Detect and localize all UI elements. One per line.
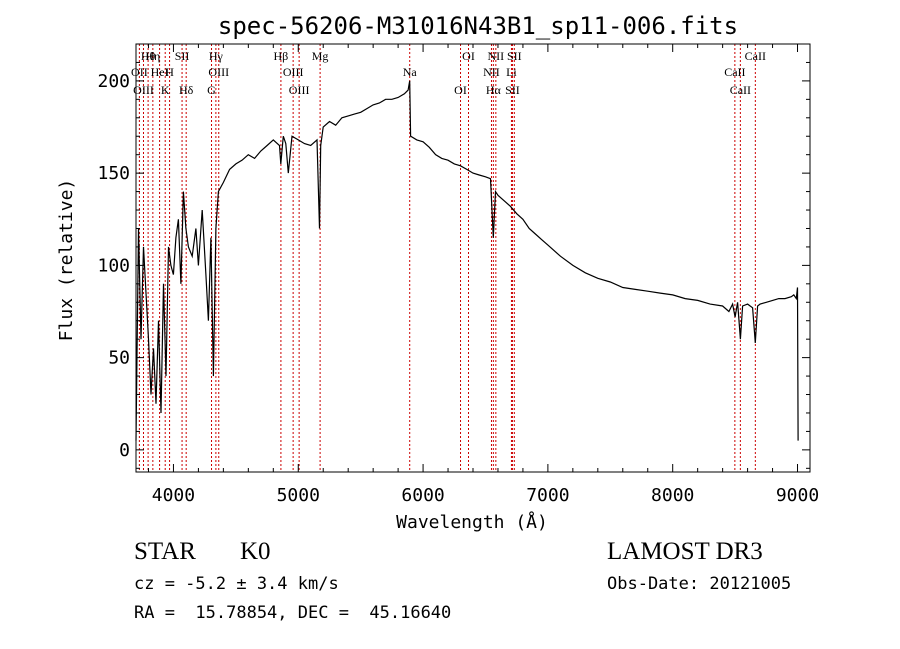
- y-axis: 0 50 100 150 200: [97, 43, 810, 469]
- spectrum-series: [135, 80, 799, 441]
- spectral-line-label: H: [165, 65, 174, 79]
- spectral-line-label: Hθ: [141, 49, 156, 63]
- x-tick-label: 5000: [277, 485, 320, 506]
- chart-title: spec-56206-M31016N43B1_sp11-006.fits: [218, 12, 738, 40]
- y-tick-label: 0: [119, 440, 130, 461]
- spectral-line-label: OIII: [283, 65, 304, 79]
- spectral-line-label: Hβ: [274, 49, 289, 63]
- x-axis-label: Wavelength (Å): [396, 511, 548, 533]
- x-tick-label: 4000: [152, 485, 195, 506]
- observation-date: Obs-Date: 20121005: [607, 574, 792, 594]
- x-tick-label: 9000: [776, 485, 819, 506]
- x-tick-label: 7000: [526, 485, 569, 506]
- spectral-line-label: G: [207, 83, 216, 97]
- spectral-lines: [138, 44, 756, 472]
- spectral-line-label: Hα: [486, 83, 502, 97]
- coordinates-info: RA = 15.78854, DEC = 45.16640: [134, 603, 452, 623]
- spectral-line-label: Na: [403, 65, 418, 79]
- x-tick-label: 6000: [401, 485, 444, 506]
- spectral-line-label: SII: [507, 49, 522, 63]
- y-axis-label: Flux (relative): [56, 179, 77, 342]
- spectral-line-label: HeI: [151, 65, 169, 79]
- spectral-line-label: Hη: [145, 49, 160, 63]
- spectral-line-label: CaII: [724, 65, 745, 79]
- x-axis: 4000 5000 6000 7000 8000 9000: [147, 44, 819, 506]
- spectral-line-label: CaII: [745, 49, 766, 63]
- spectral-line-label: OIII: [289, 83, 310, 97]
- object-class: STAR: [134, 538, 196, 565]
- y-tick-label: 50: [108, 348, 130, 369]
- spectral-line-label: OII: [131, 65, 148, 79]
- spectral-line-label: OIII: [133, 83, 154, 97]
- spectral-line-label: K: [161, 83, 170, 97]
- spectral-line-label: SII: [505, 83, 520, 97]
- spectral-line-label: Hδ: [179, 83, 194, 97]
- spectral-line-label: Li: [506, 65, 517, 79]
- subclass: K0: [240, 538, 271, 565]
- spectral-line-label: Hγ: [209, 49, 224, 63]
- spectral-line-label: SII: [175, 49, 190, 63]
- spectral-line-label: OI: [454, 83, 467, 97]
- plot-frame: [135, 43, 811, 473]
- spectral-line-label: NII: [483, 65, 500, 79]
- spectral-line-label: CaII: [730, 83, 751, 97]
- spectral-line-labels: HθOIIOIIIHηHeIKSIIHHδHγOIIIGHβOIIIOIIIMg…: [131, 49, 766, 97]
- x-tick-label: 8000: [651, 485, 694, 506]
- flux-series-line: [135, 80, 799, 441]
- y-tick-label: 200: [97, 71, 130, 92]
- survey-name: LAMOST DR3: [607, 538, 763, 565]
- spectral-line-label: OIII: [208, 65, 229, 79]
- spectral-line-label: NII: [488, 49, 505, 63]
- spectral-line-label: OI: [462, 49, 475, 63]
- y-tick-label: 100: [97, 255, 130, 276]
- redshift-info: cz = -5.2 ± 3.4 km/s: [134, 574, 339, 594]
- spectral-line-label: Mg: [312, 49, 329, 63]
- y-tick-label: 150: [97, 163, 130, 184]
